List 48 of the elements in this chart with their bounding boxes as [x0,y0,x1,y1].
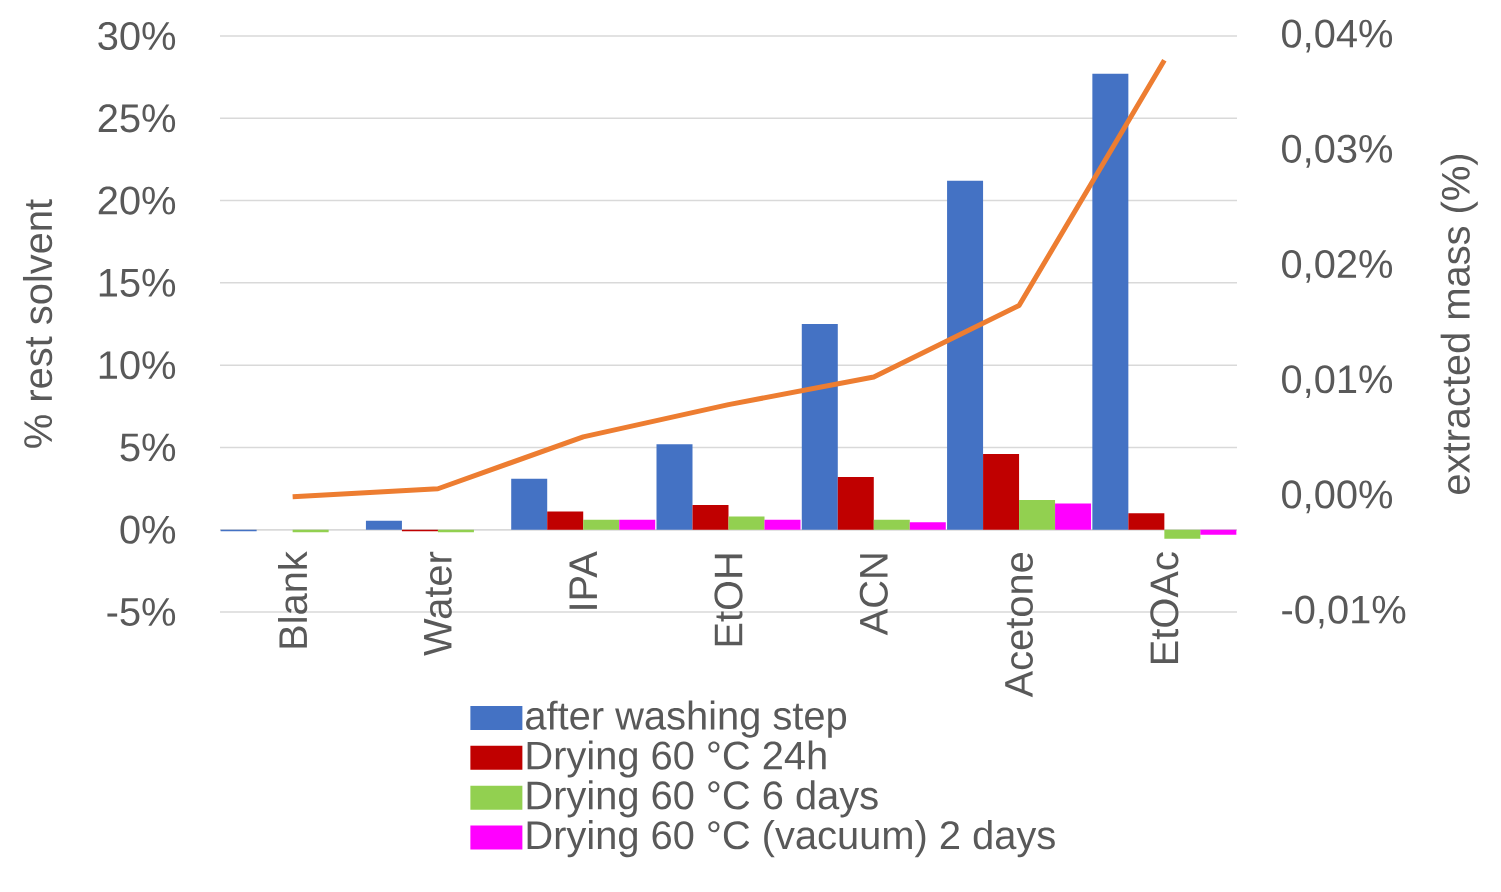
x-tick-label: ACN [859,554,888,636]
bar [656,444,693,530]
y2-tick-label: 0,04% [1282,19,1393,53]
y2-axis-title: extracted mass (%) [1440,154,1478,494]
bar [692,505,729,530]
bar [583,519,620,530]
y-tick-label: 20% [98,186,176,215]
bar [365,520,402,530]
y2-tick-label: 0,03% [1282,134,1393,168]
y-tick-label: -5% [107,597,176,627]
bar [983,454,1020,530]
bar [547,511,584,530]
y-tick-label: 0% [120,515,176,544]
y2-tick-label: -0,01% [1282,595,1406,629]
y-tick-label: 30% [98,21,176,51]
x-tick-label: EtOH [714,554,743,646]
bar [1128,513,1165,530]
bar [909,522,946,530]
bar [764,519,801,530]
y-tick-label: 25% [98,104,176,133]
x-tick-label: EtOAc [1150,552,1179,664]
x-tick-label: Blank [278,551,308,648]
bar [1092,73,1129,530]
bar [1055,503,1092,530]
bar [947,180,984,530]
bar [873,519,910,530]
y-axis-title: % rest solvent [22,199,53,448]
x-tick-label: Water [424,551,452,656]
y-tick-label: 15% [99,268,176,297]
bar [619,519,656,530]
y-tick-label: 10% [99,351,176,380]
bar [1019,500,1056,530]
bar [1200,529,1237,535]
y2-tick-label: 0,01% [1282,365,1393,399]
y2-tick-label: 0,02% [1282,249,1393,283]
bar [1164,529,1201,539]
legend-label: after washing step [526,700,847,738]
bar [837,477,874,530]
legend-label: Drying 60 °C 6 days [527,780,878,818]
y2-tick-label: 0,00% [1282,480,1393,514]
bar [511,478,548,530]
bar [728,516,765,530]
legend-label: Drying 60 °C (vacuum) 2 days [527,820,1055,858]
x-tick-label: Acetone [1005,552,1033,698]
x-tick-label: IPA [569,551,597,609]
bar [801,324,838,530]
y-tick-label: 5% [120,433,176,462]
legend-label: Drying 60 °C 24h [527,740,826,778]
